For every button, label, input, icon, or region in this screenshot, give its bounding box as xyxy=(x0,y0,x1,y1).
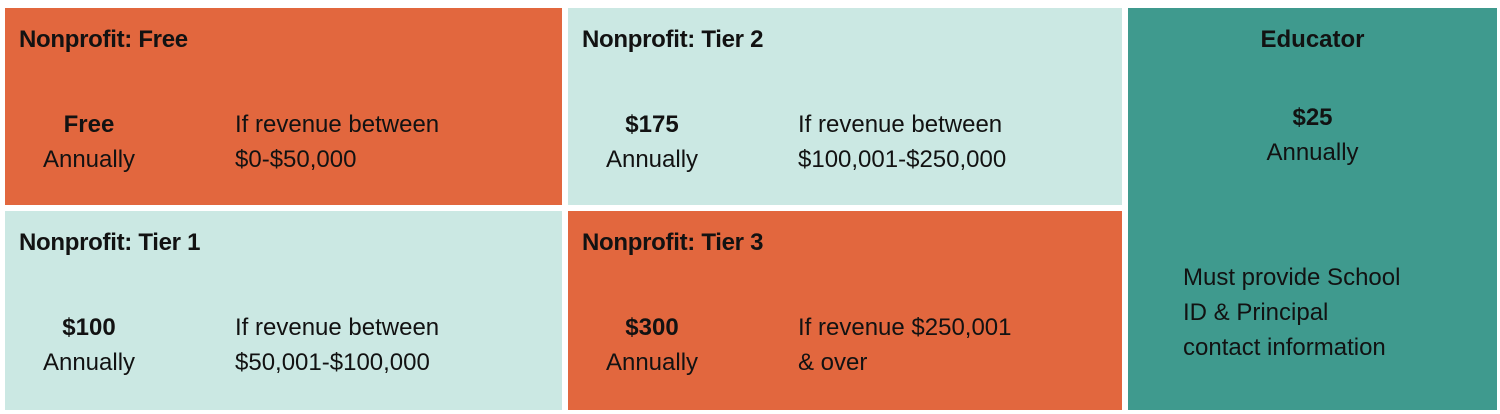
condition-text: If revenue between $0-$50,000 xyxy=(235,107,439,177)
price-amount: $25 xyxy=(1292,104,1333,131)
price-period: Annually xyxy=(1266,139,1359,166)
price-amount: $300 xyxy=(625,314,679,341)
educator-price-block: $25 Annually xyxy=(1128,100,1497,170)
condition-line-1: If revenue between xyxy=(798,111,1003,138)
condition-text: If revenue between $100,001-$250,000 xyxy=(798,107,1006,177)
pricing-cell-nonprofit-tier2: Nonprofit: Tier 2 $175 Annually If reven… xyxy=(568,8,1122,205)
condition-line-2: & over xyxy=(798,349,868,376)
price-amount: $175 xyxy=(625,111,679,138)
condition-line-1: If revenue between xyxy=(235,314,440,341)
price-period: Annually xyxy=(605,349,699,376)
price-period: Annually xyxy=(42,146,136,173)
condition-line-2: $50,001-$100,000 xyxy=(235,349,430,376)
condition-line-1: If revenue between xyxy=(235,111,440,138)
educator-note-line-3: contact information xyxy=(1183,334,1386,361)
condition-text: If revenue $250,001 & over xyxy=(798,310,1012,380)
cell-body: $175 Annually If revenue between $100,00… xyxy=(582,107,1108,177)
pricing-cell-educator: Educator $25 Annually Must provide Schoo… xyxy=(1128,8,1497,410)
price-column: $100 Annually xyxy=(19,310,159,380)
price-amount: $100 xyxy=(62,314,116,341)
price-period: Annually xyxy=(42,349,136,376)
pricing-cell-nonprofit-tier1: Nonprofit: Tier 1 $100 Annually If reven… xyxy=(5,211,562,410)
cell-body: Free Annually If revenue between $0-$50,… xyxy=(19,107,548,177)
cell-body: $100 Annually If revenue between $50,001… xyxy=(19,310,548,380)
cell-body: $300 Annually If revenue $250,001 & over xyxy=(582,310,1108,380)
price-column: $175 Annually xyxy=(582,107,722,177)
condition-line-2: $100,001-$250,000 xyxy=(798,146,1007,173)
pricing-cell-nonprofit-free: Nonprofit: Free Free Annually If revenue… xyxy=(5,8,562,205)
educator-note-line-2: ID & Principal xyxy=(1183,299,1329,326)
condition-line-1: If revenue $250,001 xyxy=(798,314,1012,341)
cell-title: Nonprofit: Tier 3 xyxy=(582,229,764,256)
cell-title: Nonprofit: Tier 2 xyxy=(582,26,764,53)
educator-note: Must provide School ID & Principal conta… xyxy=(1183,260,1469,365)
pricing-cell-nonprofit-tier3: Nonprofit: Tier 3 $300 Annually If reven… xyxy=(568,211,1122,410)
price-column: $300 Annually xyxy=(582,310,722,380)
price-period: Annually xyxy=(605,146,699,173)
cell-title: Nonprofit: Tier 1 xyxy=(19,229,201,256)
educator-title: Educator xyxy=(1260,26,1365,53)
price-column: Free Annually xyxy=(19,107,159,177)
educator-note-line-1: Must provide School xyxy=(1183,264,1401,291)
condition-line-2: $0-$50,000 xyxy=(235,146,357,173)
cell-title: Nonprofit: Free xyxy=(19,26,188,53)
price-amount: Free xyxy=(63,111,115,138)
condition-text: If revenue between $50,001-$100,000 xyxy=(235,310,439,380)
